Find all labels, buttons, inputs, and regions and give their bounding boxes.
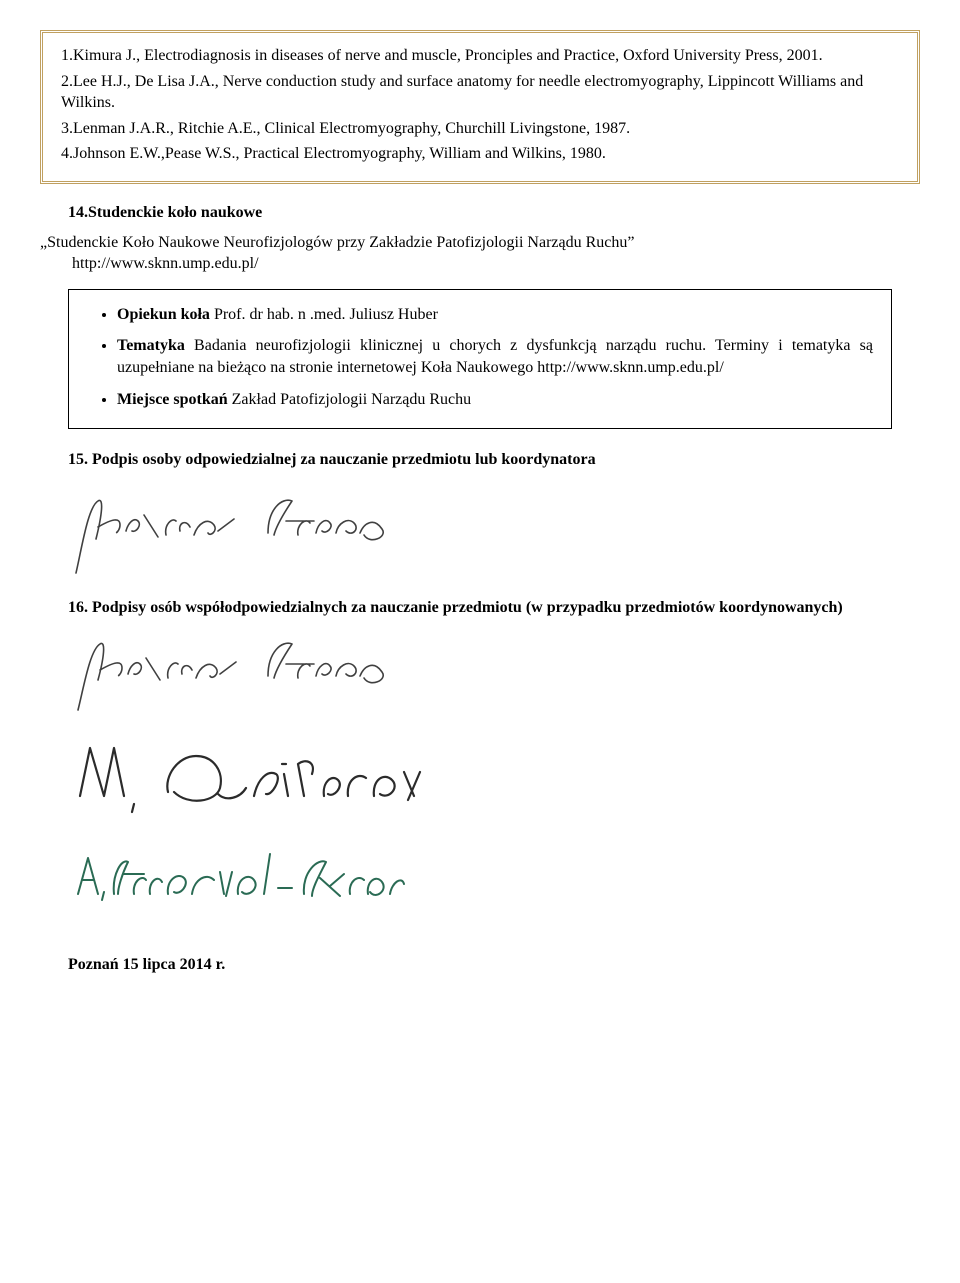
miejsce-value: Zakład Patofizjologii Narządu Ruchu	[228, 391, 471, 408]
signature-16-c	[68, 844, 920, 914]
signature-16-a	[68, 634, 920, 714]
signature-image-1	[68, 487, 408, 577]
section-14-quote: „Studenckie Koło Naukowe Neurofizjologów…	[40, 232, 920, 275]
references-box: 1.Kimura J., Electrodiagnosis in disease…	[40, 30, 920, 184]
bullet-tematyka: Tematyka Badania neurofizjologii klinicz…	[117, 335, 873, 378]
opiekun-value: Prof. dr hab. n .med. Juliusz Huber	[210, 306, 438, 323]
reference-item: 2.Lee H.J., De Lisa J.A., Nerve conducti…	[61, 71, 899, 114]
section-14-heading: 14.Studenckie koło naukowe	[68, 202, 920, 224]
footer-date: Poznań 15 lipca 2014 r.	[68, 954, 920, 976]
section-16-heading: 16. Podpisy osób współodpowiedzialnych z…	[68, 597, 892, 619]
signature-15	[68, 487, 920, 577]
reference-item: 1.Kimura J., Electrodiagnosis in disease…	[61, 45, 899, 67]
reference-item: 3.Lenman J.A.R., Ritchie A.E., Clinical …	[61, 118, 899, 140]
signature-16-b	[68, 734, 920, 824]
tematyka-label: Tematyka	[117, 337, 185, 354]
signature-image-2b	[68, 734, 428, 824]
miejsce-label: Miejsce spotkań	[117, 391, 228, 408]
tematyka-value: Badania neurofizjologii klinicznej u cho…	[117, 337, 873, 376]
reference-item: 4.Johnson E.W.,Pease W.S., Practical Ele…	[61, 143, 899, 165]
bullet-miejsce: Miejsce spotkań Zakład Patofizjologii Na…	[117, 389, 873, 411]
kolo-naukowe-box: Opiekun koła Prof. dr hab. n .med. Juliu…	[68, 289, 892, 429]
kolo-bullet-list: Opiekun koła Prof. dr hab. n .med. Juliu…	[87, 304, 873, 410]
opiekun-label: Opiekun koła	[117, 306, 210, 323]
bullet-opiekun: Opiekun koła Prof. dr hab. n .med. Juliu…	[117, 304, 873, 326]
quote-url: http://www.sknn.ump.edu.pl/	[72, 255, 259, 272]
section-15-heading: 15. Podpis osoby odpowiedzialnej za nauc…	[68, 449, 892, 471]
quote-text: „Studenckie Koło Naukowe Neurofizjologów…	[40, 234, 634, 251]
signature-image-2c	[68, 844, 408, 914]
signature-image-2a	[68, 634, 408, 714]
